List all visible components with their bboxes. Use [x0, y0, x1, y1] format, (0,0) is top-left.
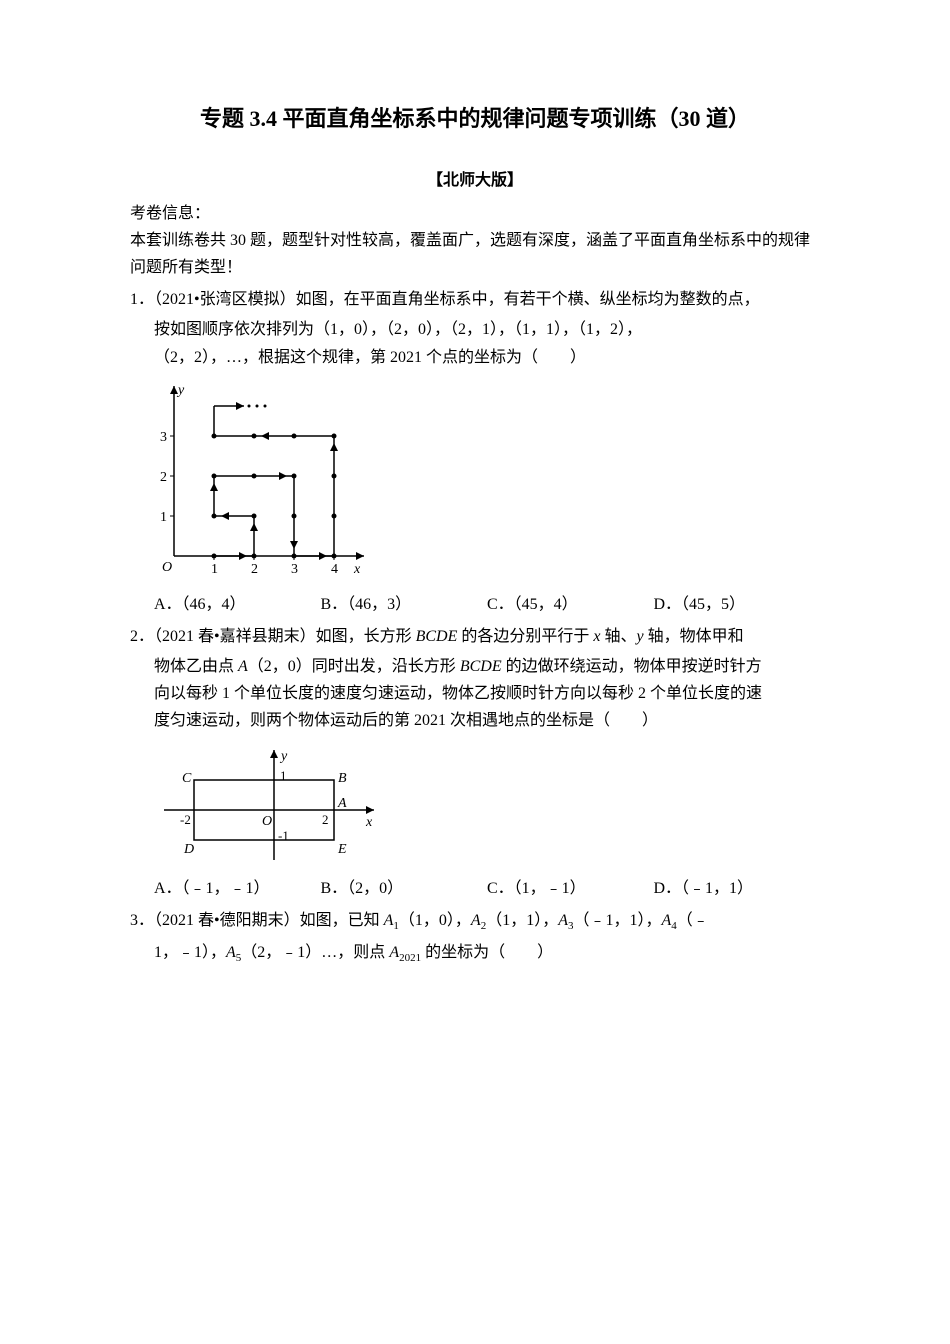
- svg-text:3: 3: [160, 430, 167, 445]
- main-title: 专题 3.4 平面直角坐标系中的规律问题专项训练（30 道）: [130, 100, 820, 137]
- svg-text:y: y: [279, 749, 288, 764]
- q3-line2: 1，﹣1），A5（2，﹣1）…，则点 A2021 的坐标为（ ）: [130, 939, 820, 968]
- q2-line2: 物体乙由点 A（2，0）同时出发，沿长方形 BCDE 的边做环绕运动，物体甲按逆…: [130, 653, 820, 680]
- svg-text:2: 2: [322, 812, 329, 827]
- q1-options: A．（46，4） B．（46，3） C．（45，4） D．（45，5）: [130, 591, 820, 618]
- svg-text:-2: -2: [180, 812, 191, 827]
- q2-line4: 度匀速运动，则两个物体运动后的第 2021 次相遇地点的坐标是（ ）: [130, 707, 820, 734]
- q2-optA: A．（﹣1，﹣1）: [154, 875, 321, 902]
- q1-optC: C．（45，4）: [487, 591, 654, 618]
- svg-text:1: 1: [280, 768, 287, 783]
- q2-optC: C．（1，﹣1）: [487, 875, 654, 902]
- svg-text:4: 4: [331, 562, 338, 577]
- svg-text:2: 2: [251, 562, 258, 577]
- svg-text:O: O: [262, 814, 272, 829]
- q2-options: A．（﹣1，﹣1） B．（2，0） C．（1，﹣1） D．（﹣1，1）: [130, 875, 820, 902]
- svg-text:3: 3: [291, 562, 298, 577]
- svg-text:1: 1: [211, 562, 218, 577]
- q1-figure: O 1 2 3 4 1 2 3 y x: [130, 376, 820, 586]
- svg-text:2: 2: [160, 470, 167, 485]
- svg-text:O: O: [162, 560, 172, 575]
- svg-text:x: x: [365, 815, 373, 830]
- svg-text:-1: -1: [278, 828, 289, 843]
- q2-line3: 向以每秒 1 个单位长度的速度匀速运动，物体乙按顺时针方向以每秒 2 个单位长度…: [130, 680, 820, 707]
- q1-line1: 1．（2021•张湾区模拟）如图，在平面直角坐标系中，有若干个横、纵坐标均为整数…: [130, 286, 820, 313]
- subtitle: 【北师大版】: [130, 167, 820, 194]
- q2-figure: O C B A D E 1 2 -2 -1 y x: [130, 740, 820, 870]
- svg-text:1: 1: [160, 510, 167, 525]
- q3-line1: 3．（2021 春•德阳期末）如图，已知 A1（1，0），A2（1，1），A3（…: [130, 907, 820, 936]
- svg-text:E: E: [337, 842, 347, 857]
- info-label: 考卷信息：: [130, 200, 820, 227]
- q1-line2: 按如图顺序依次排列为（1，0），（2，0），（2，1），（1，1），（1，2），: [130, 316, 820, 343]
- q2-optB: B．（2，0）: [321, 875, 488, 902]
- q1-line3: （2，2），…，根据这个规律，第 2021 个点的坐标为（ ）: [130, 344, 820, 371]
- svg-text:y: y: [176, 383, 185, 398]
- svg-text:D: D: [183, 842, 194, 857]
- q1-optB: B．（46，3）: [321, 591, 488, 618]
- svg-text:C: C: [182, 771, 192, 786]
- svg-text:B: B: [338, 771, 347, 786]
- svg-text:x: x: [353, 562, 361, 577]
- q2-optD: D．（﹣1，1）: [654, 875, 821, 902]
- q1-optA: A．（46，4）: [154, 591, 321, 618]
- svg-text:A: A: [337, 796, 347, 811]
- q1-optD: D．（45，5）: [654, 591, 821, 618]
- info-text: 本套训练卷共 30 题，题型针对性较高，覆盖面广，选题有深度，涵盖了平面直角坐标…: [130, 227, 820, 281]
- q2-line1: 2．（2021 春•嘉祥县期末）如图，长方形 BCDE 的各边分别平行于 x 轴…: [130, 623, 820, 650]
